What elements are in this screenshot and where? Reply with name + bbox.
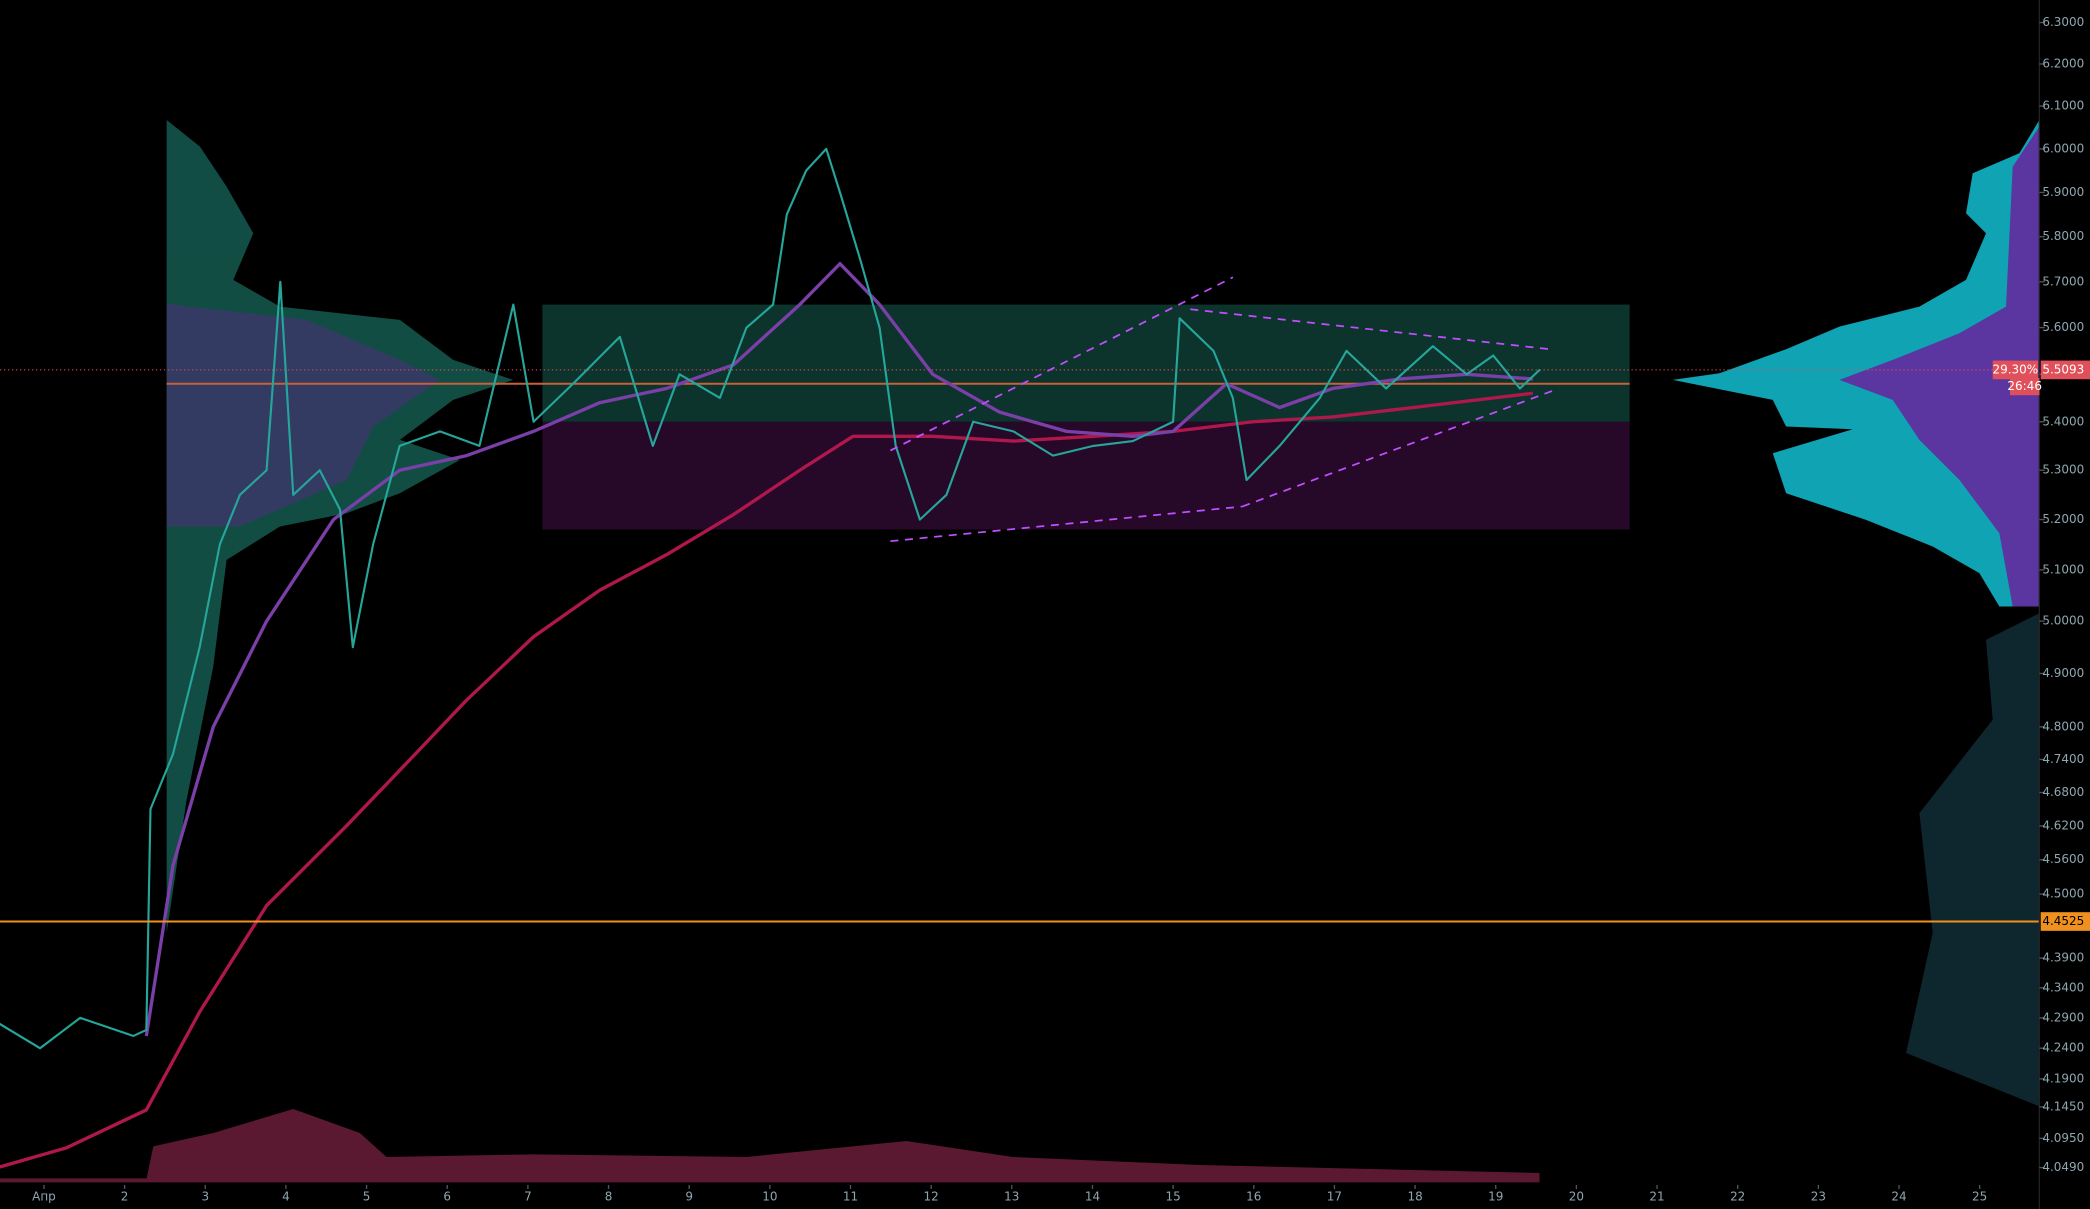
profile-area: [166, 303, 440, 527]
price-tag-bg: [2040, 360, 2090, 380]
x-tick-label: 18: [1407, 1189, 1422, 1203]
x-tick-label: Апр: [32, 1189, 56, 1203]
x-tick-label: 3: [201, 1189, 209, 1203]
y-tick-label: 4.8000: [2042, 719, 2084, 733]
profile-area: [1906, 613, 2040, 1107]
triangle-drawing: [889, 276, 1558, 543]
y-tick-label: 4.1450: [2042, 1099, 2084, 1113]
y-tick-label: 5.4000: [2042, 414, 2084, 428]
y-tick-label: 5.2000: [2042, 512, 2084, 526]
y-tick-label: 4.7400: [2042, 752, 2084, 766]
y-tick-label: 5.8000: [2042, 229, 2084, 243]
trend-line: [1241, 388, 1558, 508]
series-line: [0, 391, 1534, 1169]
y-tick-label: 4.5600: [2042, 852, 2084, 866]
x-tick-label: 25: [1972, 1189, 1987, 1203]
y-tick-label: 4.1900: [2042, 1071, 2084, 1085]
x-tick-label: 7: [524, 1189, 532, 1203]
volume-profile-right: [1672, 119, 2040, 1107]
x-tick-label: 6: [443, 1189, 451, 1203]
y-tick-label: 4.9000: [2042, 666, 2084, 680]
price-tag: 5.5093: [2042, 362, 2084, 376]
x-tick-label: 16: [1246, 1189, 1261, 1203]
x-tick-label: 17: [1327, 1189, 1342, 1203]
x-tick-label: 23: [1811, 1189, 1826, 1203]
y-tick-label: 4.6800: [2042, 785, 2084, 799]
x-tick-label: 2: [121, 1189, 129, 1203]
zones: [166, 304, 1630, 530]
price-tag-bg: [1992, 360, 2039, 380]
y-tick-label: 6.3000: [2042, 15, 2084, 29]
series-line: [144, 262, 1533, 1037]
y-tick-label: 6.1000: [2042, 99, 2084, 113]
y-tick-label: 5.6000: [2042, 320, 2084, 334]
x-tick-label: 21: [1649, 1189, 1664, 1203]
y-tick-label: 4.2900: [2042, 1010, 2084, 1024]
x-tick-label: 4: [282, 1189, 290, 1203]
trend-line: [890, 505, 1243, 543]
x-tick-label: 13: [1004, 1189, 1019, 1203]
x-tick-label: 8: [605, 1189, 613, 1203]
profile-area: [1839, 126, 2040, 607]
price-change: 29.30%: [1993, 362, 2039, 376]
level-tag-bg: [2040, 912, 2090, 931]
zone: [542, 304, 1630, 422]
x-tick-label: 11: [843, 1189, 858, 1203]
x-tick-label: 20: [1569, 1189, 1584, 1203]
y-tick-label: 5.7000: [2042, 274, 2084, 288]
plot: [0, 147, 2040, 1169]
y-tick-label: 4.5000: [2042, 887, 2084, 901]
y-tick-label: 4.6200: [2042, 818, 2084, 832]
x-tick-label: 15: [1165, 1189, 1180, 1203]
axes: 6.3000 6.2000 6.1000 6.0000 5.9000 5.8000 5.70…: [32, 0, 2090, 1209]
y-tick-label: 6.2000: [2042, 56, 2084, 70]
price-axis-bg: [2039, 0, 2090, 1209]
y-tick-label: 5.1000: [2042, 562, 2084, 576]
y-tick-label: 6.0000: [2042, 141, 2084, 155]
x-tick-label: 22: [1730, 1189, 1745, 1203]
y-tick-label: 4.3400: [2042, 980, 2084, 994]
trend-line: [889, 276, 1234, 452]
x-tick-label: 14: [1085, 1189, 1100, 1203]
level-tag: 4.4525: [2042, 914, 2084, 928]
y-tick-label: 5.9000: [2042, 185, 2084, 199]
y-tick-label: 4.2400: [2042, 1041, 2084, 1055]
timer-bg: [2010, 377, 2040, 396]
x-tick-label: 19: [1488, 1189, 1503, 1203]
y-tick-label: 5.3000: [2042, 463, 2084, 477]
x-tick-label: 9: [685, 1189, 693, 1203]
x-tick-label: 10: [762, 1189, 777, 1203]
profile-area: [1672, 119, 2040, 607]
y-tick-label: 4.3900: [2042, 951, 2084, 965]
volume-profile-left: [166, 119, 514, 934]
y-tick-label: 4.0490: [2042, 1160, 2084, 1174]
timer: 26:46: [2007, 379, 2042, 393]
series-line: [0, 147, 1541, 1050]
y-tick-label: 5.0000: [2042, 614, 2084, 628]
zone: [542, 421, 1630, 530]
x-tick-label: 12: [924, 1189, 939, 1203]
volume-area: [0, 1109, 1540, 1183]
trend-line: [1190, 308, 1551, 351]
x-tick-label: 24: [1891, 1189, 1906, 1203]
x-tick-label: 5: [363, 1189, 371, 1203]
profile-area: [166, 119, 514, 934]
y-tick-label: 4.0950: [2042, 1131, 2084, 1145]
